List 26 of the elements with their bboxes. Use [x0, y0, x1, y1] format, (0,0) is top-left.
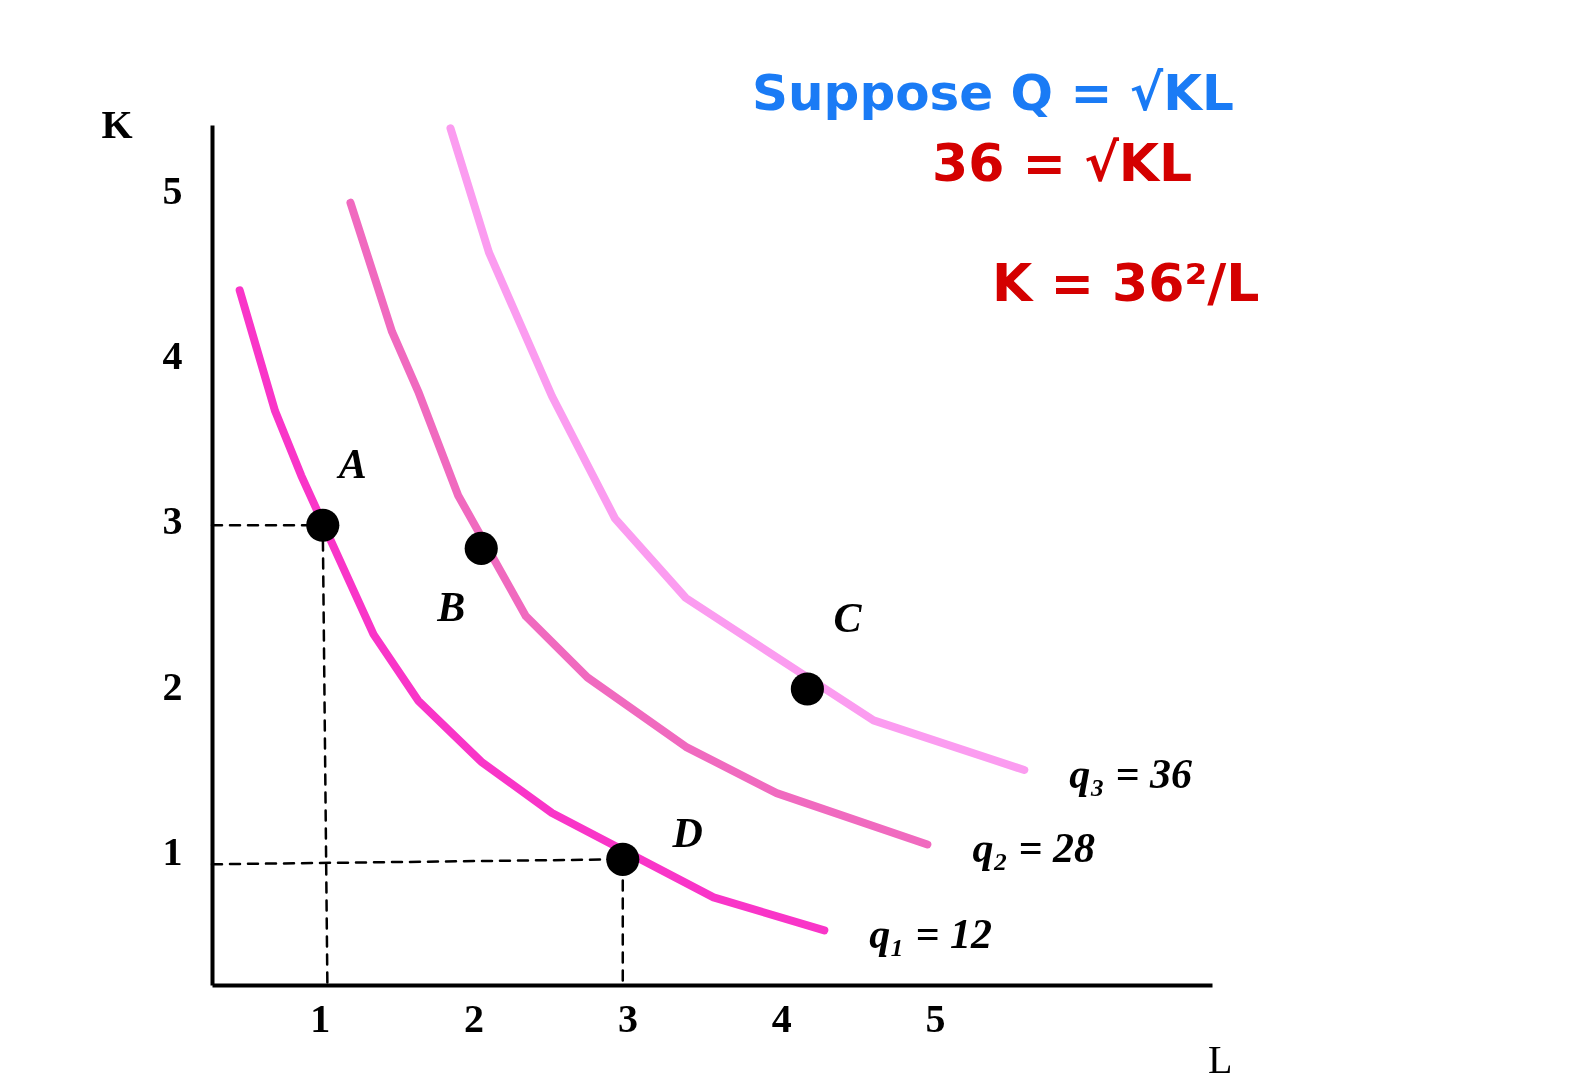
y-tick-label: 3 [162, 498, 183, 544]
point [790, 672, 824, 706]
point [306, 508, 340, 542]
x-tick-label: 5 [925, 995, 946, 1041]
x-tick-label: 2 [464, 995, 485, 1041]
series-label: q₁ = 12 [869, 911, 992, 958]
x-tick-label: 1 [310, 995, 331, 1041]
annotation: C [833, 594, 863, 641]
y-axis-title: K [101, 101, 133, 147]
y-tick-label: 2 [162, 663, 183, 709]
x-tick-label: 4 [771, 995, 792, 1041]
y-tick-label: 1 [162, 829, 183, 875]
annotation: A [335, 441, 367, 488]
series-label: q₂ = 28 [972, 825, 1095, 872]
point [464, 531, 498, 565]
y-tick-label: 5 [162, 167, 183, 213]
point [606, 842, 640, 876]
annotation: D [671, 810, 703, 857]
x-axis-title: L [1208, 1036, 1233, 1082]
annotation: 36 = √KL [932, 133, 1193, 193]
annotation: B [436, 584, 466, 631]
series-label: q₃ = 36 [1069, 751, 1192, 797]
text: Suppose Q = √KL [752, 64, 1234, 122]
x-tick-label: 3 [617, 995, 638, 1041]
y-tick-label: 4 [162, 333, 183, 379]
annotation: K = 36²/L [992, 253, 1260, 313]
